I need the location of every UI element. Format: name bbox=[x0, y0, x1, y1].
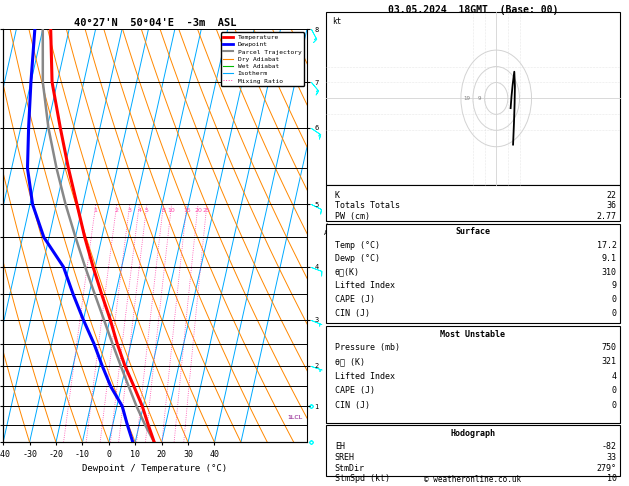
Text: 8: 8 bbox=[162, 208, 165, 213]
Text: θᴇ (K): θᴇ (K) bbox=[335, 357, 365, 366]
Text: -82: -82 bbox=[602, 442, 616, 451]
Bar bbox=[326, 185, 620, 221]
Bar bbox=[326, 326, 620, 423]
Text: 0: 0 bbox=[611, 295, 616, 304]
Text: 03.05.2024  18GMT  (Base: 00): 03.05.2024 18GMT (Base: 00) bbox=[387, 5, 558, 15]
Text: 10: 10 bbox=[168, 208, 175, 213]
Text: 0: 0 bbox=[611, 386, 616, 396]
Text: 9: 9 bbox=[611, 281, 616, 291]
Text: 2.77: 2.77 bbox=[597, 212, 616, 221]
X-axis label: Dewpoint / Temperature (°C): Dewpoint / Temperature (°C) bbox=[82, 465, 228, 473]
Text: kt: kt bbox=[331, 17, 341, 26]
Text: StmSpd (kt): StmSpd (kt) bbox=[335, 474, 390, 484]
Text: 4: 4 bbox=[611, 372, 616, 381]
Text: 3: 3 bbox=[128, 208, 131, 213]
Text: © weatheronline.co.uk: © weatheronline.co.uk bbox=[424, 474, 521, 484]
Text: CAPE (J): CAPE (J) bbox=[335, 386, 375, 396]
Text: 36: 36 bbox=[606, 201, 616, 210]
Text: Lifted Index: Lifted Index bbox=[335, 281, 395, 291]
Text: θᴇ(K): θᴇ(K) bbox=[335, 268, 360, 277]
Text: EH: EH bbox=[335, 442, 345, 451]
Text: 2: 2 bbox=[114, 208, 119, 213]
Text: Temp (°C): Temp (°C) bbox=[335, 241, 380, 250]
Title: 40°27'N  50°04'E  -3m  ASL: 40°27'N 50°04'E -3m ASL bbox=[74, 18, 237, 28]
Y-axis label: km
ASL: km ASL bbox=[323, 223, 337, 236]
Text: 0: 0 bbox=[611, 309, 616, 318]
Text: 1LCL: 1LCL bbox=[287, 415, 303, 420]
Bar bbox=[326, 12, 620, 185]
Text: 15: 15 bbox=[183, 208, 191, 213]
Text: 321: 321 bbox=[602, 357, 616, 366]
Text: 0: 0 bbox=[611, 401, 616, 410]
Text: Dewp (°C): Dewp (°C) bbox=[335, 254, 380, 263]
Text: CIN (J): CIN (J) bbox=[335, 309, 370, 318]
Text: Surface: Surface bbox=[455, 227, 490, 237]
Text: 22: 22 bbox=[606, 191, 616, 200]
Text: Lifted Index: Lifted Index bbox=[335, 372, 395, 381]
Text: 1: 1 bbox=[94, 208, 97, 213]
Text: 25: 25 bbox=[203, 208, 211, 213]
Text: 19: 19 bbox=[463, 96, 470, 101]
Text: 20: 20 bbox=[194, 208, 202, 213]
Text: CAPE (J): CAPE (J) bbox=[335, 295, 375, 304]
Bar bbox=[326, 425, 620, 476]
Text: Most Unstable: Most Unstable bbox=[440, 330, 505, 339]
Text: 33: 33 bbox=[606, 453, 616, 462]
Text: 750: 750 bbox=[602, 343, 616, 352]
Text: 5: 5 bbox=[145, 208, 149, 213]
Text: 9: 9 bbox=[478, 96, 482, 101]
Text: 10: 10 bbox=[606, 474, 616, 484]
Text: 4: 4 bbox=[137, 208, 142, 213]
Text: 279°: 279° bbox=[597, 464, 616, 473]
Text: 9.1: 9.1 bbox=[602, 254, 616, 263]
Text: 310: 310 bbox=[602, 268, 616, 277]
Text: Pressure (mb): Pressure (mb) bbox=[335, 343, 400, 352]
Text: 17.2: 17.2 bbox=[597, 241, 616, 250]
Text: Totals Totals: Totals Totals bbox=[335, 201, 400, 210]
Text: Hodograph: Hodograph bbox=[450, 429, 495, 438]
Text: SREH: SREH bbox=[335, 453, 355, 462]
Text: CIN (J): CIN (J) bbox=[335, 401, 370, 410]
Bar bbox=[326, 224, 620, 323]
Text: K: K bbox=[335, 191, 340, 200]
Text: PW (cm): PW (cm) bbox=[335, 212, 370, 221]
Legend: Temperature, Dewpoint, Parcel Trajectory, Dry Adiabat, Wet Adiabat, Isotherm, Mi: Temperature, Dewpoint, Parcel Trajectory… bbox=[221, 32, 304, 86]
Text: StmDir: StmDir bbox=[335, 464, 365, 473]
